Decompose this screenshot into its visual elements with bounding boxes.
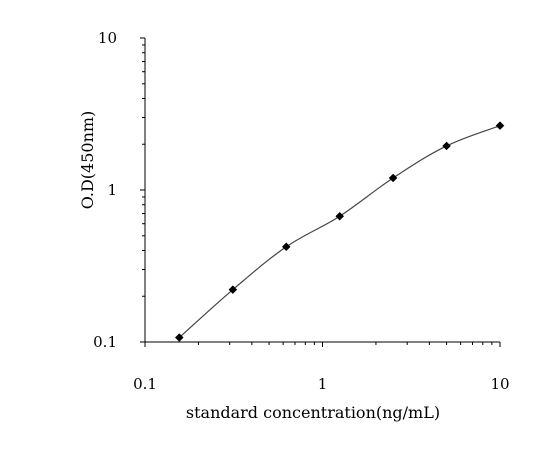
data-point-marker bbox=[174, 333, 184, 342]
x-tick-label: 10 bbox=[490, 375, 509, 393]
x-tick-label: 1 bbox=[318, 375, 328, 393]
ticks bbox=[140, 37, 501, 347]
series-line bbox=[178, 125, 501, 338]
x-tick-label: 0.1 bbox=[133, 375, 157, 393]
data-point-marker bbox=[388, 173, 398, 183]
plot-axes bbox=[144, 38, 500, 343]
data-point-marker bbox=[495, 121, 505, 131]
x-axis-label: standard concentration(ng/mL) bbox=[186, 403, 440, 422]
data-point-marker bbox=[281, 242, 291, 252]
y-axis-label: O.D(450nm) bbox=[78, 111, 97, 210]
series-layer bbox=[174, 121, 505, 342]
data-point-marker bbox=[442, 141, 451, 151]
y-tick-label: 0.1 bbox=[93, 333, 117, 351]
data-point-marker bbox=[335, 211, 345, 221]
y-tick-label: 10 bbox=[98, 29, 117, 47]
y-tick-label: 1 bbox=[107, 181, 117, 199]
data-point-marker bbox=[228, 285, 238, 295]
tick-labels: 0.1 1 10 0.1 1 10 bbox=[93, 29, 509, 393]
